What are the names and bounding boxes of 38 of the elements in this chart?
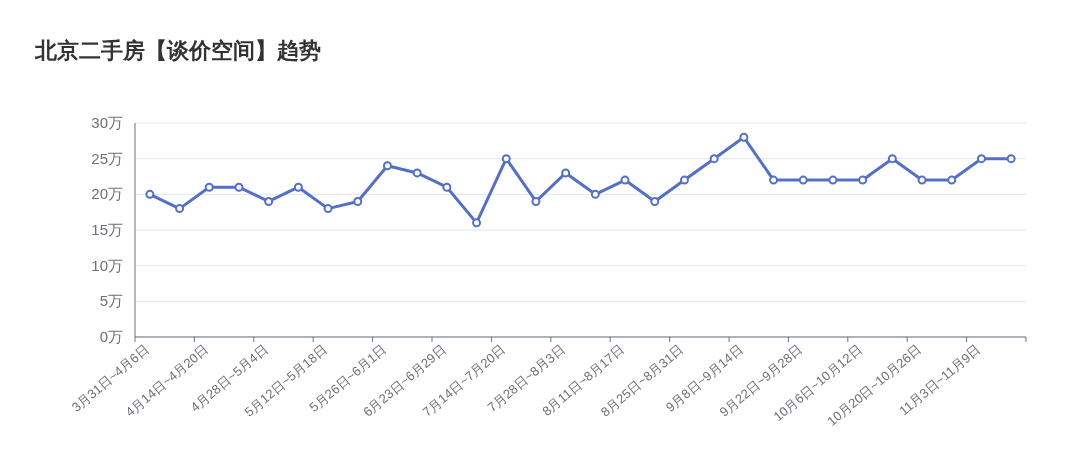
- point: [1006, 154, 1016, 164]
- point: [650, 196, 660, 206]
- point: [590, 189, 600, 199]
- point: [561, 168, 571, 178]
- point: [531, 196, 541, 206]
- point: [769, 175, 779, 185]
- point: [264, 196, 274, 206]
- point: [858, 175, 868, 185]
- y-tick-label: 0万: [99, 328, 123, 345]
- point: [679, 175, 689, 185]
- point: [353, 196, 363, 206]
- point: [145, 189, 155, 199]
- point: [620, 175, 630, 185]
- point: [828, 175, 838, 185]
- point: [739, 132, 749, 142]
- point: [976, 154, 986, 164]
- point: [472, 218, 482, 228]
- point: [917, 175, 927, 185]
- y-tick-label: 20万: [91, 185, 123, 203]
- point: [442, 182, 452, 192]
- y-tick-label: 25万: [91, 149, 123, 167]
- point: [947, 175, 957, 185]
- point: [175, 204, 185, 214]
- point: [887, 154, 897, 164]
- chart-title: 北京二手房【谈价空间】趋势: [34, 38, 321, 63]
- point: [412, 168, 422, 178]
- point: [234, 182, 244, 192]
- y-tick-label: 5万: [99, 292, 123, 310]
- point: [709, 154, 719, 164]
- point: [323, 204, 333, 214]
- point: [293, 182, 303, 192]
- y-tick-label: 30万: [91, 114, 123, 131]
- point: [501, 154, 511, 164]
- y-tick-label: 10万: [91, 256, 123, 274]
- point: [798, 175, 808, 185]
- y-tick-label: 15万: [91, 221, 123, 238]
- point: [204, 182, 214, 192]
- point: [382, 161, 392, 171]
